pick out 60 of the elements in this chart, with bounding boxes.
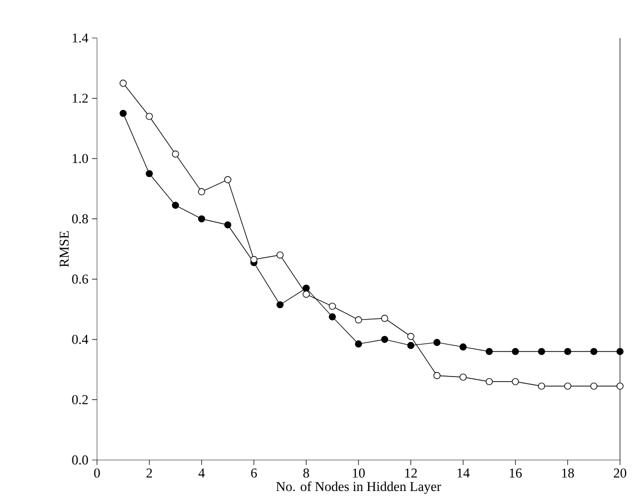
y-tick-label: 0.4 bbox=[72, 334, 88, 344]
point bbox=[146, 112, 153, 120]
point bbox=[407, 342, 414, 349]
y-tick-label: 1.4 bbox=[72, 33, 88, 43]
point bbox=[486, 378, 493, 386]
point bbox=[486, 348, 493, 356]
point bbox=[381, 314, 388, 322]
point bbox=[616, 348, 624, 356]
point bbox=[276, 301, 284, 308]
x-tick-label: 12 bbox=[405, 468, 417, 478]
point bbox=[460, 343, 467, 350]
point bbox=[120, 80, 127, 87]
point bbox=[433, 372, 440, 380]
x-tick-label: 20 bbox=[614, 468, 626, 478]
x-tick-label: 4 bbox=[198, 468, 205, 478]
point bbox=[328, 302, 336, 310]
point bbox=[381, 336, 388, 343]
point bbox=[512, 348, 519, 356]
x-tick-label: 14 bbox=[458, 468, 470, 478]
point bbox=[120, 110, 127, 117]
point bbox=[512, 378, 519, 386]
y-tick-label: 1.2 bbox=[72, 94, 88, 103]
point bbox=[538, 348, 546, 356]
point bbox=[172, 202, 179, 209]
point bbox=[198, 188, 206, 196]
x-tick-label: 8 bbox=[303, 468, 310, 478]
x-tick-label: 10 bbox=[352, 468, 365, 478]
point bbox=[146, 170, 153, 178]
x-axis-title: No. of Nodes in Hidden Layer bbox=[276, 481, 442, 494]
point bbox=[538, 382, 546, 390]
point bbox=[302, 284, 310, 292]
point bbox=[198, 215, 206, 222]
point bbox=[250, 256, 258, 264]
y-axis-title: RMSE bbox=[60, 231, 69, 267]
point bbox=[407, 332, 414, 340]
point bbox=[276, 251, 284, 259]
point bbox=[172, 150, 179, 158]
point bbox=[590, 348, 598, 356]
point bbox=[564, 382, 572, 390]
point bbox=[224, 176, 232, 184]
y-tick-label: 1.0 bbox=[72, 154, 88, 164]
point bbox=[224, 221, 232, 228]
x-tick-label: 18 bbox=[562, 468, 574, 478]
x-tick-label: 0 bbox=[94, 468, 100, 478]
point bbox=[354, 316, 362, 324]
point bbox=[433, 338, 440, 346]
x-tick-label: 2 bbox=[146, 468, 152, 478]
point bbox=[354, 340, 362, 348]
point bbox=[590, 382, 598, 390]
x-tick-label: 6 bbox=[251, 468, 257, 478]
point bbox=[616, 382, 624, 390]
y-tick-label: 0.2 bbox=[72, 395, 88, 404]
point bbox=[302, 290, 310, 298]
point bbox=[328, 313, 336, 320]
y-tick-label: 0.8 bbox=[72, 214, 88, 224]
point bbox=[564, 348, 572, 356]
y-tick-label: 0.6 bbox=[72, 274, 88, 284]
x-tick-label: 16 bbox=[510, 468, 522, 478]
y-tick-label: 0.0 bbox=[72, 455, 88, 465]
point bbox=[460, 374, 467, 381]
